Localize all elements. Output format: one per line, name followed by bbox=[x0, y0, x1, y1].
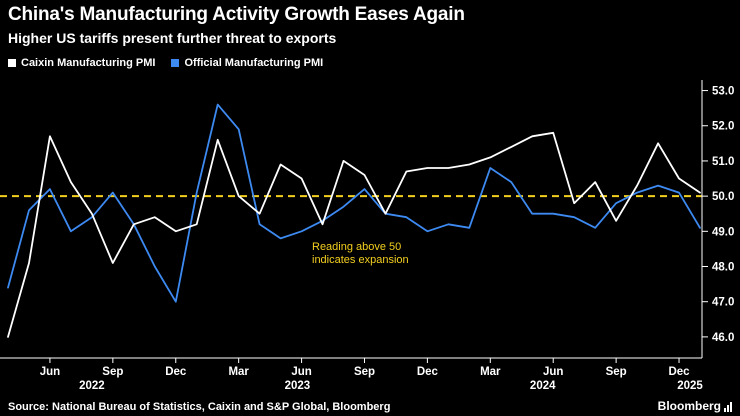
x-tick-label: Sep bbox=[102, 366, 123, 378]
legend-item-caixin: Caixin Manufacturing PMI bbox=[8, 57, 155, 69]
x-tick-label: Jun bbox=[291, 366, 311, 378]
x-tick-label: Sep bbox=[354, 366, 375, 378]
x-tick-label: Dec bbox=[165, 366, 187, 378]
caixin-swatch-icon bbox=[8, 59, 16, 67]
y-tick-label: 53.0 bbox=[712, 86, 734, 98]
y-tick-label: 51.0 bbox=[712, 156, 734, 168]
x-tick-label: Mar bbox=[228, 366, 249, 378]
chart-subtitle: Higher US tariffs present further threat… bbox=[8, 29, 337, 46]
x-tick-label: Mar bbox=[480, 366, 501, 378]
x-tick-label: Sep bbox=[606, 366, 627, 378]
y-tick-label: 46.0 bbox=[712, 332, 734, 344]
legend-item-official: Official Manufacturing PMI bbox=[171, 57, 323, 69]
x-tick-label: Jun bbox=[40, 366, 60, 378]
year-label: 2025 bbox=[677, 380, 703, 392]
year-label: 2024 bbox=[530, 380, 556, 392]
chart-header: China's Manufacturing Activity Growth Ea… bbox=[8, 4, 732, 46]
y-tick-label: 52.0 bbox=[712, 121, 734, 133]
y-tick-label: 50.0 bbox=[712, 191, 734, 203]
year-label: 2023 bbox=[285, 380, 311, 392]
official-swatch-icon bbox=[171, 59, 180, 67]
y-tick-label: 49.0 bbox=[712, 226, 734, 238]
bloomberg-logo: Bloomberg bbox=[658, 399, 732, 413]
caixin-series-line bbox=[7, 131, 701, 338]
official-series-line bbox=[7, 103, 701, 303]
x-tick-label: Dec bbox=[668, 366, 690, 378]
legend-label-official: Official Manufacturing PMI bbox=[184, 57, 324, 69]
pmi-line-chart: 46.0 47.0 48.0 49.0 50.0 51.0 52.0 53.0 Jun Sep De… bbox=[0, 80, 734, 392]
x-tick-label: Dec bbox=[417, 366, 439, 378]
expansion-annotation: indicates expansion bbox=[312, 254, 409, 266]
y-tick-label: 48.0 bbox=[712, 262, 734, 274]
expansion-annotation: Reading above 50 bbox=[312, 241, 401, 253]
source-note: Source: National Bureau of Statistics, C… bbox=[8, 401, 391, 413]
legend: Caixin Manufacturing PMI Official Manufa… bbox=[8, 57, 323, 69]
y-tick-label: 47.0 bbox=[712, 297, 734, 309]
chart-footer: Source: National Bureau of Statistics, C… bbox=[8, 399, 732, 413]
legend-label-caixin: Caixin Manufacturing PMI bbox=[21, 57, 156, 69]
x-tick-label: Jun bbox=[543, 366, 563, 378]
bloomberg-chart-icon bbox=[724, 402, 732, 413]
year-label: 2022 bbox=[79, 380, 105, 392]
chart-title: China's Manufacturing Activity Growth Ea… bbox=[8, 4, 465, 25]
bloomberg-wordmark: Bloomberg bbox=[657, 399, 721, 413]
